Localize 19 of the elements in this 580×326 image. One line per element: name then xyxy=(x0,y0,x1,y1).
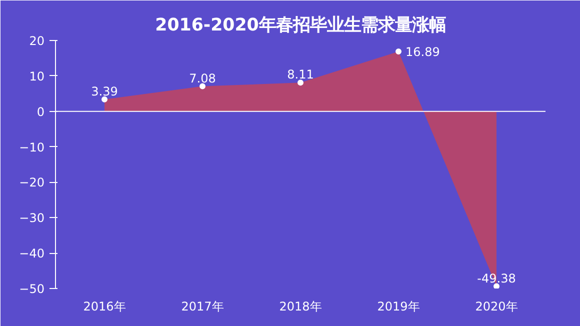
y-tick-label: −10 xyxy=(19,140,45,154)
y-tick-label: 10 xyxy=(29,69,45,84)
y-tick-label: −40 xyxy=(19,246,45,261)
x-tick-label: 2018年 xyxy=(279,300,322,314)
y-tick-label: −50 xyxy=(19,282,45,296)
data-label: 3.39 xyxy=(91,84,118,98)
y-tick-label: −30 xyxy=(19,211,45,226)
x-tick-label: 2019年 xyxy=(377,300,420,314)
y-tick-label: 20 xyxy=(29,34,45,48)
data-label: -49.38 xyxy=(477,271,516,286)
x-tick-label: 2020年 xyxy=(475,300,518,314)
x-tick-label: 2017年 xyxy=(181,300,224,314)
x-tick-label: 2016年 xyxy=(83,300,126,314)
data-label: 7.08 xyxy=(189,71,216,86)
y-tick-label: −20 xyxy=(19,176,45,190)
y-tick-label: 0 xyxy=(36,104,45,119)
chart-title: 2016-2020年春招毕业生需求量涨幅 xyxy=(155,16,446,36)
data-label: 16.89 xyxy=(406,45,440,60)
data-label: 8.11 xyxy=(287,68,314,82)
